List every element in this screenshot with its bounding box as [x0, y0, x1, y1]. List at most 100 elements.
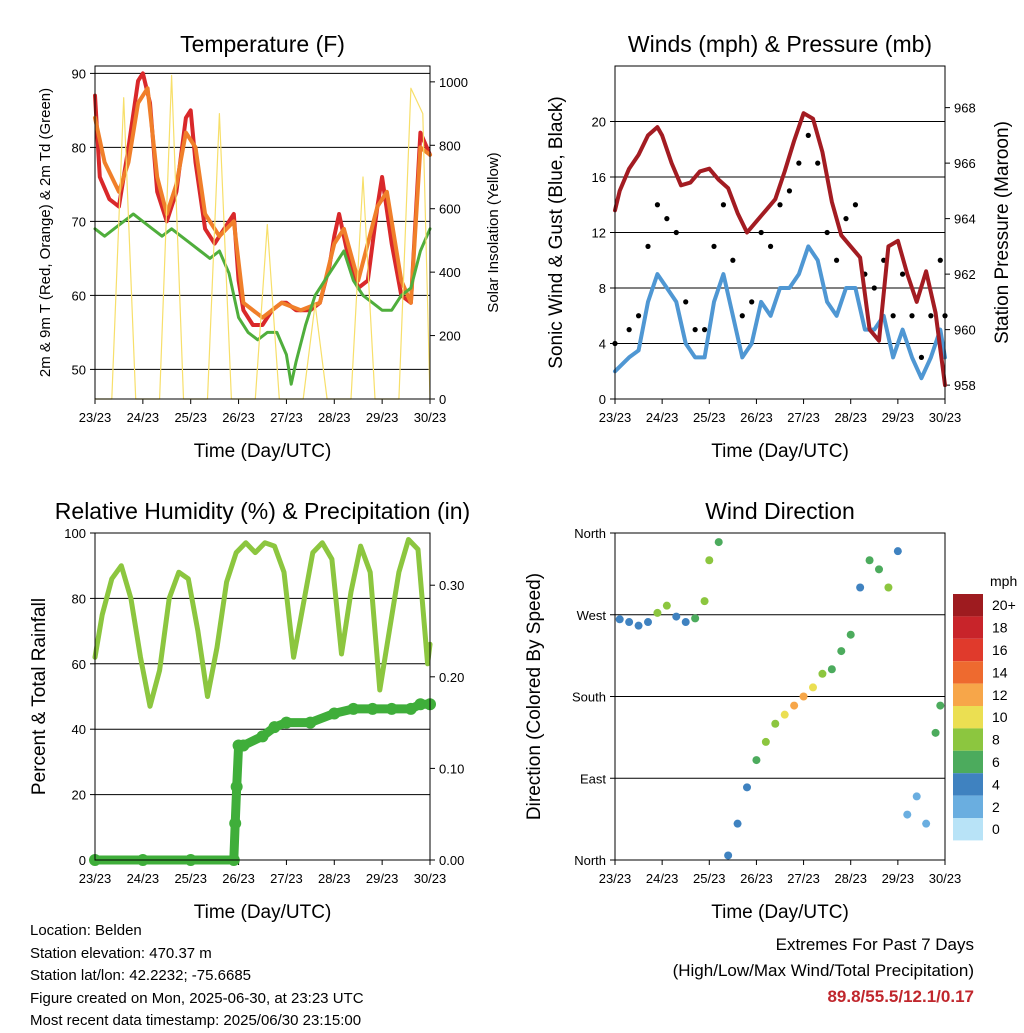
temperature-series-9m-t — [93, 86, 432, 320]
winds-ylabel-right: Station Pressure (Maroon) — [992, 121, 1013, 344]
temperature-series-2m-td — [93, 212, 432, 386]
winds-gust-point — [909, 313, 915, 319]
direction-point — [931, 728, 940, 737]
winds-gust-point — [852, 202, 859, 208]
humidity-precip-point — [229, 817, 242, 830]
winds-ytick-right-label: 966 — [954, 156, 976, 171]
speed-legend-label: 2 — [992, 799, 1000, 815]
humidity-title: Relative Humidity (%) & Precipitation (i… — [55, 498, 470, 524]
speed-legend-swatch — [953, 706, 983, 729]
speed-legend-swatch — [953, 638, 983, 662]
direction-point — [846, 630, 855, 639]
temperature-ytick-right-label: 800 — [439, 138, 461, 153]
winds-xtick-label: 23/23 — [599, 410, 632, 425]
direction-point — [653, 608, 662, 617]
winds-ytick-right-label: 960 — [954, 323, 976, 338]
direction-ytick-label: North — [574, 853, 606, 868]
humidity-precip-point — [404, 702, 417, 715]
winds-gust-point — [890, 313, 896, 319]
speed-legend-swatch — [953, 795, 983, 818]
winds-gust-point — [918, 354, 925, 360]
direction-point — [884, 583, 893, 592]
direction-point — [809, 683, 817, 692]
direction-xtick-label: 30/23 — [929, 871, 962, 886]
direction-point — [936, 701, 945, 710]
humidity-ylabel-left: Percent & Total Rainfall — [29, 598, 50, 795]
humidity-precip-point — [280, 716, 293, 729]
direction-xtick-label: 24/23 — [646, 871, 679, 886]
direction-xtick-label: 28/23 — [834, 871, 867, 886]
direction-xtick-label: 29/23 — [882, 871, 915, 886]
winds-gust-point — [692, 327, 698, 333]
temperature-ytick-label: 80 — [72, 140, 86, 155]
direction-point — [818, 669, 827, 678]
humidity-xtick-label: 25/23 — [174, 871, 207, 886]
temperature-xtick-label: 26/23 — [222, 410, 255, 425]
temperature-frame — [94, 65, 431, 400]
winds-ytick-right-label: 962 — [954, 267, 976, 282]
winds-gust-point — [833, 257, 840, 263]
winds-gust-point — [843, 216, 849, 222]
direction-point — [780, 710, 789, 719]
direction-ylabel-left: Direction (Colored By Speed) — [524, 573, 545, 820]
direction-point — [672, 612, 681, 621]
humidity-precip-point — [366, 702, 379, 715]
winds-xtick-label: 29/23 — [882, 410, 915, 425]
speed-legend-title: mph — [990, 573, 1017, 589]
direction-point — [875, 565, 883, 574]
winds-gust-point — [786, 188, 793, 194]
winds-gust-point — [937, 257, 943, 263]
humidity-series-total-precipitation — [90, 699, 435, 865]
winds-gust-point — [758, 229, 764, 236]
temperature-ytick-label: 70 — [72, 214, 86, 229]
winds-gust-point — [824, 229, 830, 236]
station-latlon: Station lat/lon: 42.2232; -75.6685 — [30, 967, 252, 984]
direction-point — [761, 737, 770, 746]
winds-gust-point — [928, 313, 934, 319]
winds-ytick-label: 16 — [592, 170, 606, 185]
direction-point — [724, 851, 733, 860]
humidity-ytick-right-label: 0.20 — [439, 670, 464, 685]
humidity-ytick-label: 0 — [79, 853, 86, 868]
direction-point — [790, 701, 799, 710]
speed-legend-label: 16 — [992, 642, 1008, 658]
winds-xtick-label: 25/23 — [693, 410, 726, 425]
winds-gust-point — [683, 299, 689, 305]
humidity-precip-point — [304, 716, 317, 729]
winds-gust-point — [645, 243, 651, 249]
direction-xtick-label: 23/23 — [599, 871, 632, 886]
humidity-ytick-label: 100 — [64, 526, 86, 541]
humidity-ytick-right-label: 0.30 — [439, 578, 464, 593]
extremes-title: Extremes For Past 7 Days — [775, 935, 974, 954]
humidity-series-relative-humidity — [92, 537, 433, 709]
temperature-series-solar-insolation — [94, 74, 431, 400]
winds-gust-point — [815, 160, 821, 166]
speed-legend-swatch — [953, 683, 983, 706]
speed-legend-swatch — [953, 728, 983, 751]
direction-point — [705, 556, 714, 565]
speed-legend-swatch — [953, 616, 983, 639]
humidity-ytick-right-label: 0.10 — [439, 761, 464, 776]
direction-ytick-label: West — [577, 608, 607, 623]
direction-point — [634, 621, 643, 630]
humidity-precip-point — [230, 780, 243, 793]
winds-panel: 0 4 8 12 16 20 958 960 962 964 966 968 23/23 24/23 25/… — [546, 31, 1013, 462]
winds-gust-point — [701, 327, 708, 333]
temperature-ytick-label: 50 — [72, 362, 86, 377]
speed-legend-label: 20+ — [992, 597, 1016, 613]
speed-legend-label: 0 — [992, 821, 1000, 837]
speed-legend-label: 10 — [992, 709, 1008, 725]
temperature-xtick-label: 25/23 — [174, 410, 207, 425]
humidity-ytick-label: 80 — [72, 591, 86, 606]
speed-legend-label: 4 — [992, 776, 1000, 792]
temperature-ytick-right-label: 1000 — [439, 75, 468, 90]
temperature-xtick-label: 29/23 — [366, 410, 399, 425]
winds-ytick-label: 8 — [599, 281, 606, 296]
direction-ytick-label: North — [574, 526, 606, 541]
humidity-precip-point — [414, 698, 427, 711]
humidity-precip-point — [268, 721, 281, 734]
winds-ylabel-left: Sonic Wind & Gust (Blue, Black) — [546, 96, 567, 368]
temperature-panel: 50 60 70 80 90 0 200 400 600 800 1000 23/23 24/23 25/… — [37, 31, 502, 462]
winds-ytick-right-label: 968 — [954, 101, 976, 116]
